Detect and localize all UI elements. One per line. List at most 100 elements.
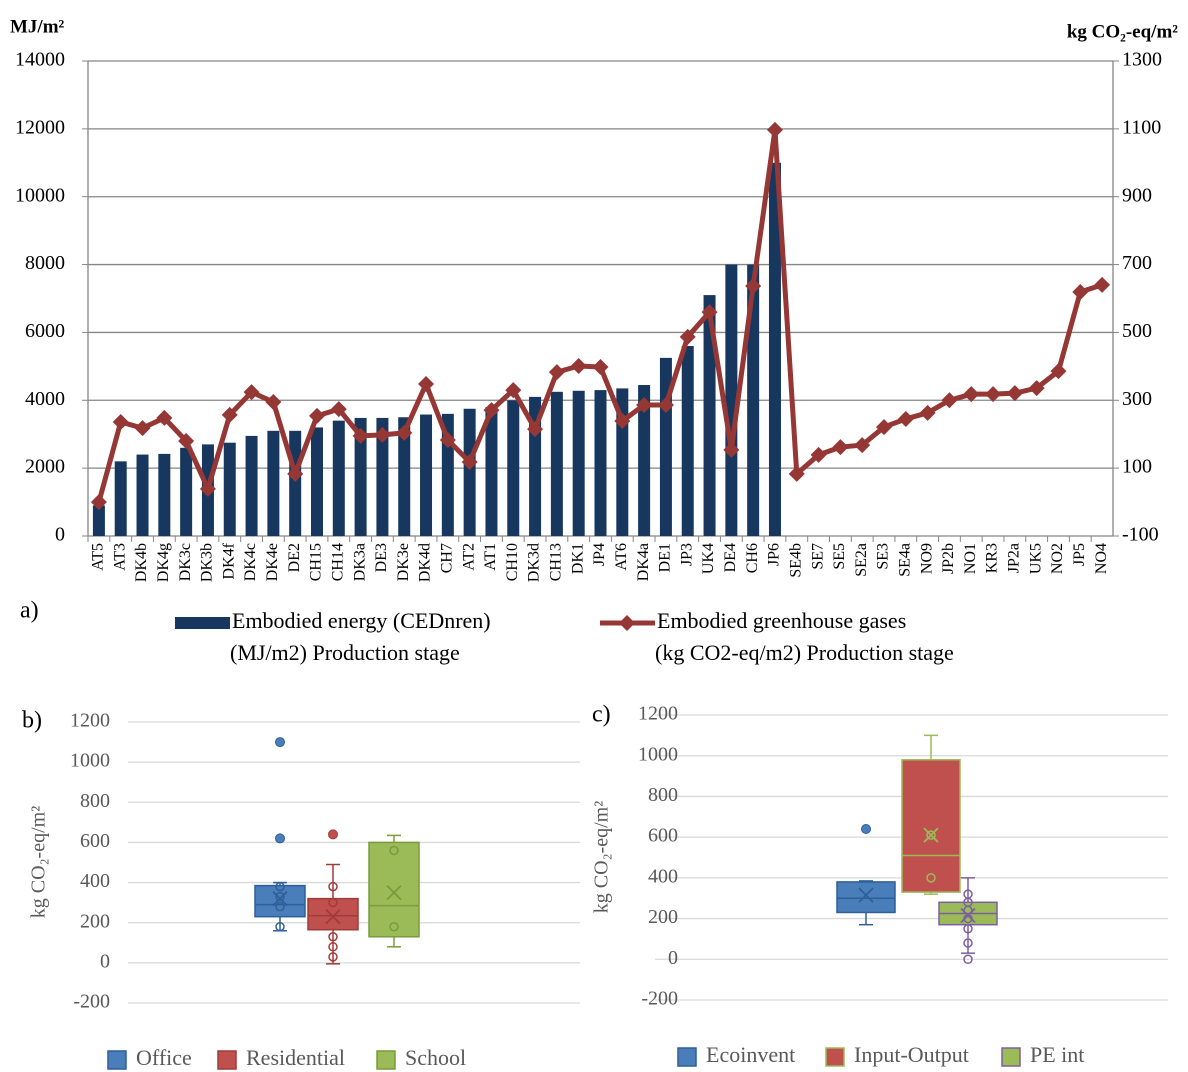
y-tick-label: 600 (648, 825, 678, 847)
x-tick-label: JP5 (1071, 543, 1088, 566)
line-marker (439, 431, 456, 448)
x-tick-label: SE5 (831, 543, 848, 570)
bar (289, 430, 302, 536)
line-marker (614, 412, 631, 429)
bar (114, 461, 127, 536)
point (328, 932, 338, 942)
x-tick-label: CH14 (329, 543, 346, 581)
x-tick-label: CH7 (439, 543, 456, 573)
y-tick-label: 200 (80, 910, 110, 932)
bar (354, 417, 367, 536)
legend-label: (MJ/m2) Production stage (230, 640, 460, 665)
mean-marker (923, 827, 939, 843)
bar (398, 417, 411, 536)
y2-tick-label: 1300 (1122, 49, 1162, 71)
line-marker (352, 427, 369, 444)
x-tick-label: DK4e (264, 543, 281, 581)
line-marker (745, 277, 762, 294)
line-marker (1072, 284, 1089, 301)
line-marker (636, 397, 653, 414)
mean-marker (325, 909, 341, 925)
box-panel: -200 0 200 400 600 800 1000 1200 kg CO₂-eq/m² Off… (28, 710, 580, 1070)
line-marker (483, 402, 500, 419)
point (328, 897, 338, 908)
bar (463, 408, 476, 536)
bar (638, 385, 651, 536)
legend-label: Ecoinvent (706, 1042, 795, 1067)
y-tick-label: 12000 (15, 116, 65, 138)
bar (420, 414, 433, 536)
line-marker (766, 121, 783, 138)
legend-label: PE int (1030, 1042, 1084, 1067)
y2-tick-label: 700 (1122, 252, 1152, 274)
y-tick-label: 400 (648, 865, 678, 887)
box (901, 759, 961, 893)
y-tick-label: 2000 (25, 456, 65, 478)
bar (310, 427, 323, 536)
line-marker (657, 397, 674, 414)
mean-marker (272, 890, 288, 907)
bar (376, 417, 389, 536)
point (328, 942, 338, 952)
legend-swatch (677, 1047, 697, 1067)
bar (136, 454, 149, 536)
x-tick-label: JP2a (1006, 543, 1023, 573)
y-tick-label: 600 (80, 830, 110, 852)
line-marker (592, 359, 609, 376)
legend-label: Office (136, 1045, 192, 1070)
legend-swatch (107, 1050, 127, 1070)
x-tick-label: AT5 (90, 543, 107, 571)
outlier (275, 833, 285, 844)
legend-swatch (217, 1050, 237, 1070)
line-marker (941, 392, 958, 409)
y-tick-label: 10000 (15, 184, 65, 206)
bar (332, 420, 345, 536)
x-tick-label: DK3b (199, 543, 216, 582)
box-panel: -200 0 200 400 600 800 1000 1200 kg CO₂-eq/m² Eco… (591, 703, 1168, 1067)
y-tick-label: 800 (648, 784, 678, 806)
x-tick-label: DK3e (395, 543, 412, 581)
x-tick-label: AT3 (111, 543, 128, 571)
line-marker (1006, 385, 1023, 402)
line-marker (963, 386, 980, 403)
x-tick-label: CH6 (744, 543, 761, 573)
bar (550, 391, 563, 536)
x-tick-label: DK4f (220, 542, 237, 579)
x-tick-label: CH15 (308, 543, 325, 581)
outlier (275, 737, 285, 748)
line-marker (243, 384, 260, 401)
point (328, 881, 338, 892)
line-marker (527, 421, 544, 438)
bar (245, 435, 258, 536)
x-tick-label: JP6 (766, 543, 783, 566)
x-tick-label: DE1 (657, 543, 674, 572)
x-tick-label: AT1 (482, 543, 499, 571)
legend-swatch (376, 1050, 396, 1070)
y-tick-label: 6000 (25, 320, 65, 342)
x-tick-label: DK3d (526, 543, 543, 582)
bar (507, 400, 520, 536)
panel-label: b) (22, 708, 42, 734)
line-marker (985, 386, 1002, 403)
x-tick-label: JP4 (591, 543, 608, 566)
y-axis-title: kg CO₂-eq/m² (591, 801, 613, 913)
y2-tick-label: 100 (1122, 456, 1152, 478)
line-marker (265, 393, 282, 410)
x-tick-label: AT6 (613, 543, 630, 571)
point (328, 952, 338, 962)
x-tick-label: UK4 (700, 543, 717, 574)
legend-swatch (175, 617, 230, 629)
y-tick-label: 400 (80, 870, 110, 892)
bar (180, 447, 193, 536)
y-tick-label: 200 (648, 906, 678, 928)
line-marker (919, 404, 936, 421)
bar (594, 390, 607, 536)
x-tick-label: SE4b (787, 543, 804, 578)
bar (572, 390, 585, 536)
line-marker (308, 407, 325, 424)
y2-axis-title: kg CO₂-eq/m² (1067, 21, 1178, 42)
bar (681, 346, 694, 536)
line-marker (134, 420, 151, 437)
x-tick-label: DK3a (351, 543, 368, 581)
line-marker (723, 441, 740, 458)
